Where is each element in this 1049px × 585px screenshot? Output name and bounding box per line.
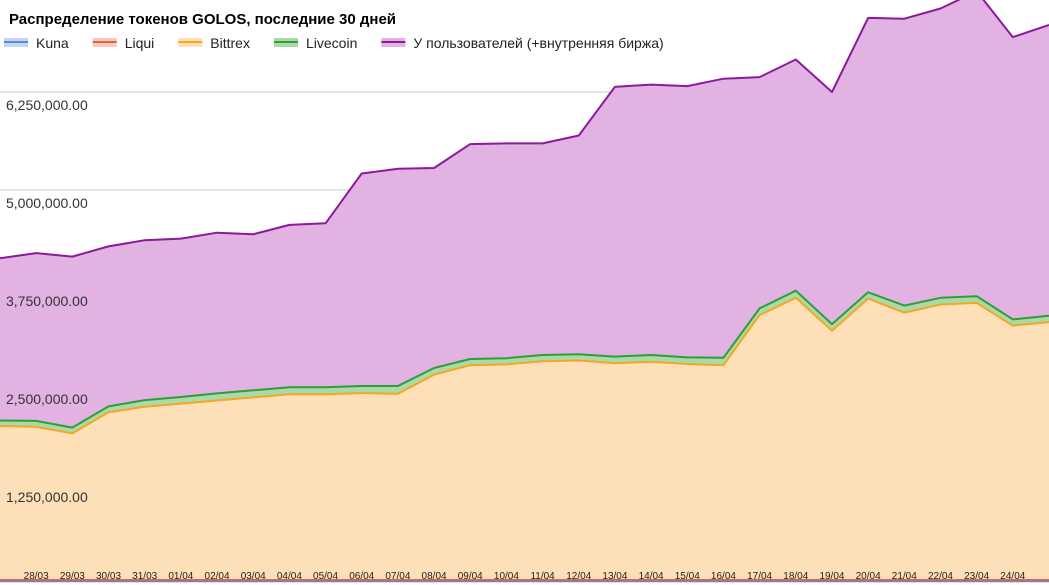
x-tick-label: 13/04 <box>602 571 627 582</box>
x-tick-label: 03/04 <box>241 571 266 582</box>
legend: Kuna Liqui Bittrex Livecoin У пользователей … <box>4 35 664 51</box>
x-tick-label: 16/04 <box>711 571 736 582</box>
x-tick-label: 02/04 <box>205 571 230 582</box>
legend-label: Livecoin <box>306 35 357 51</box>
y-tick-label: 3,750,000.00 <box>6 293 88 309</box>
x-tick-label: 21/04 <box>892 571 917 582</box>
x-tick-label: 24/04 <box>1000 571 1025 582</box>
x-tick-label: 07/04 <box>385 571 410 582</box>
x-tick-label: 17/04 <box>747 571 772 582</box>
x-tick-label: 28/03 <box>24 571 49 582</box>
x-tick-label: 30/03 <box>96 571 121 582</box>
x-tick-label: 19/04 <box>819 571 844 582</box>
x-tick-label: 22/04 <box>928 571 953 582</box>
legend-item[interactable]: Liqui <box>92 35 155 51</box>
x-tick-label: 29/03 <box>60 571 85 582</box>
y-tick-label: 2,500,000.00 <box>6 391 88 407</box>
x-tick-label: 20/04 <box>856 571 881 582</box>
y-tick-label: 5,000,000.00 <box>6 195 88 211</box>
legend-item[interactable]: Bittrex <box>178 35 250 51</box>
line-series <box>0 289 1049 429</box>
x-tick-label: 23/04 <box>964 571 989 582</box>
y-tick-label: 1,250,000.00 <box>6 489 88 505</box>
legend-label: Liqui <box>125 35 155 51</box>
legend-item[interactable]: Livecoin <box>273 35 357 51</box>
x-tick-label: 14/04 <box>639 571 664 582</box>
x-tick-label: 18/04 <box>783 571 808 582</box>
line-series <box>0 0 1049 260</box>
x-tick-label: 08/04 <box>422 571 447 582</box>
x-tick-label: 10/04 <box>494 571 519 582</box>
area-- <box>0 0 1049 428</box>
line-series <box>0 296 1049 435</box>
x-tick-label: 06/04 <box>349 571 374 582</box>
x-axis: 28/03 29/03 30/03 31/03 01/04 02/04 03/04 04/04… <box>24 571 1026 582</box>
x-tick-label: 04/04 <box>277 571 302 582</box>
legend-item[interactable]: Kuna <box>4 35 69 51</box>
legend-label: Bittrex <box>210 35 250 51</box>
area-bittrex <box>0 297 1049 580</box>
legend-label: У пользователей (+внутренняя биржа) <box>413 35 663 51</box>
x-tick-label: 31/03 <box>132 571 157 582</box>
x-tick-label: 11/04 <box>530 571 555 582</box>
x-tick-label: 09/04 <box>458 571 483 582</box>
x-tick-label: 15/04 <box>675 571 700 582</box>
chart-title: Распределение токенов GOLOS, последние 3… <box>9 11 396 28</box>
x-tick-label: 01/04 <box>168 571 193 582</box>
x-tick-label: 05/04 <box>313 571 338 582</box>
legend-item[interactable]: У пользователей (+внутренняя биржа) <box>381 35 664 51</box>
legend-label: Kuna <box>36 35 69 51</box>
y-axis: 1,250,000.00 2,500,000.00 3,750,000.00 5,00… <box>6 97 88 505</box>
y-tick-label: 6,250,000.00 <box>6 97 88 113</box>
x-tick-label: 12/04 <box>566 571 591 582</box>
